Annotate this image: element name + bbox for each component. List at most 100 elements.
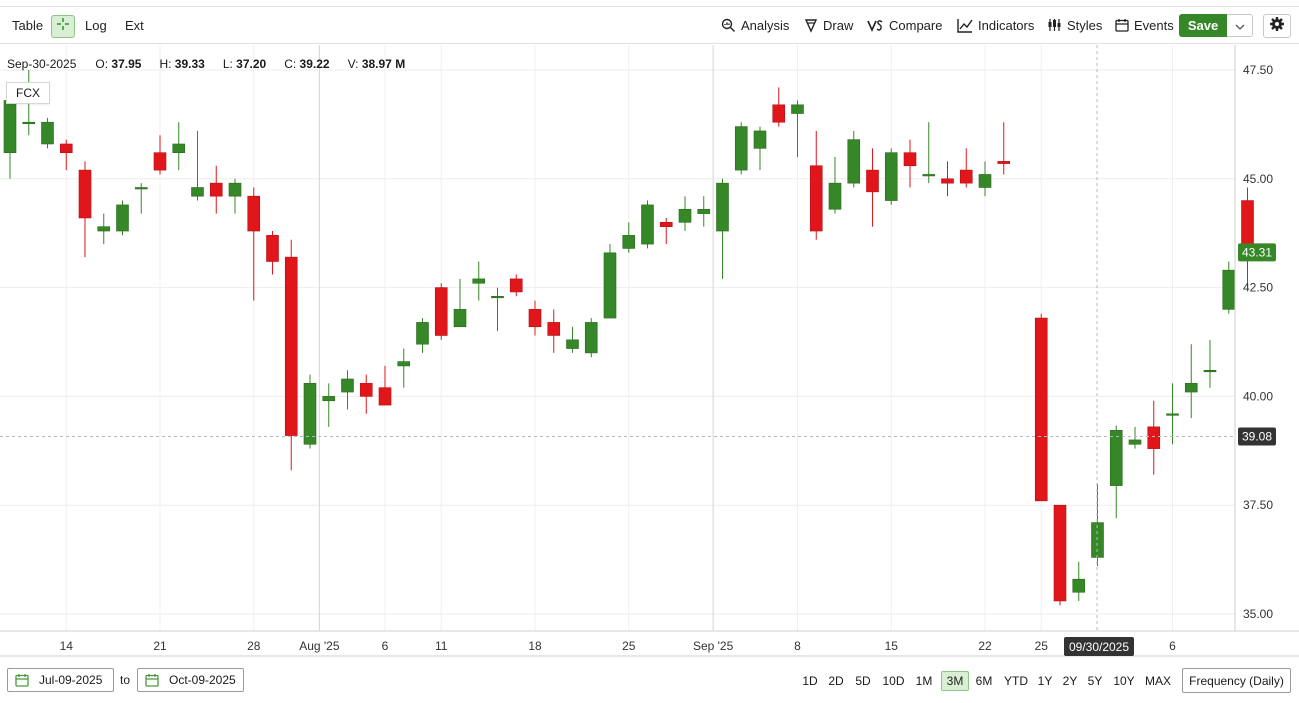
candle-body-up — [1109, 430, 1123, 486]
range-button-2d[interactable]: 2D — [828, 674, 844, 688]
x-tick-label: Sep '25 — [693, 639, 734, 653]
candle-body-down — [1053, 504, 1067, 602]
last-price-tag — [1238, 243, 1276, 262]
ext-toggle[interactable]: Ext — [125, 7, 144, 43]
candle-body-up — [472, 278, 486, 284]
candle-body-down — [528, 309, 542, 328]
x-tick-label: 28 — [247, 639, 261, 653]
legend-low: L: 37.20 — [223, 57, 266, 71]
candle-body-up — [1222, 269, 1236, 310]
high-value: 39.33 — [174, 57, 205, 71]
candle-body-up — [603, 252, 617, 319]
candle-body-down — [509, 278, 523, 293]
y-tick-label: 35.00 — [1243, 607, 1273, 621]
candle-body-up — [172, 143, 186, 153]
range-button-1m[interactable]: 1M — [915, 674, 933, 688]
settings-button[interactable] — [1263, 14, 1291, 38]
save-button[interactable]: Save — [1179, 14, 1227, 37]
range-button-10y[interactable]: 10Y — [1113, 674, 1135, 688]
draw-label: Draw — [823, 17, 854, 33]
save-options-button[interactable] — [1227, 14, 1253, 37]
ohlc-legend: Sep-30-2025 O: 37.95 H: 39.33 L: 37.20 C… — [7, 57, 405, 71]
candle-body-up — [1184, 383, 1198, 393]
indicators-icon — [957, 18, 973, 33]
candle-body-up — [1166, 413, 1179, 416]
to-date-input[interactable]: Oct-09-2025 — [137, 668, 244, 692]
candle-body-up — [566, 339, 579, 349]
candle-body-up — [3, 100, 17, 153]
x-tick-label: 15 — [885, 639, 899, 653]
date-range-bar: Jul-09-2025 to Oct-09-2025 1D 2D 5D 10D 1M 3M… — [0, 658, 1299, 703]
table-toggle[interactable]: Table — [12, 7, 43, 43]
to-label: to — [120, 673, 131, 687]
candle-body-down — [434, 287, 448, 336]
legend-date: Sep-30-2025 — [7, 57, 77, 71]
crosshair-icon — [56, 17, 70, 36]
crosshair-date-label: 09/30/2025 — [1069, 640, 1129, 654]
range-button-3m[interactable]: 3M — [941, 671, 969, 691]
chevron-down-icon — [1235, 17, 1245, 35]
range-button-1d[interactable]: 1D — [802, 674, 818, 688]
from-date-input[interactable]: Jul-09-2025 — [7, 668, 114, 692]
styles-label: Styles — [1067, 17, 1103, 33]
candle-body-up — [322, 396, 336, 402]
symbol-tag[interactable]: FCX — [6, 82, 50, 104]
candle-body-up — [116, 204, 129, 232]
y-tick-label: 37.50 — [1243, 498, 1273, 512]
range-button-ytd[interactable]: YTD — [1004, 674, 1028, 688]
candlestick-series — [3, 70, 1254, 606]
candle-body-up — [678, 208, 692, 223]
candle-body-up — [134, 187, 148, 190]
calendar-icon — [15, 673, 29, 687]
candle-body-up — [453, 309, 467, 328]
candle-body-down — [659, 222, 673, 227]
candle-body-down — [1147, 426, 1161, 449]
indicators-label: Indicators — [978, 17, 1035, 33]
range-button-6m[interactable]: 6M — [975, 674, 993, 688]
candle-body-up — [884, 152, 898, 201]
compare-button[interactable]: Compare — [867, 7, 942, 43]
candle-body-up — [416, 322, 429, 345]
x-tick-label: 21 — [153, 639, 167, 653]
candle-body-down — [247, 195, 261, 232]
candle-body-down — [153, 152, 167, 171]
range-button-10d[interactable]: 10D — [882, 674, 905, 688]
x-tick-label: 14 — [60, 639, 74, 653]
range-button-max[interactable]: MAX — [1144, 674, 1171, 688]
compare-icon — [867, 19, 884, 32]
candle-body-down — [547, 322, 561, 336]
candle-body-up — [1072, 578, 1086, 593]
candle-body-up — [41, 121, 54, 145]
log-toggle[interactable]: Log — [85, 7, 107, 43]
crosshair-price-tag — [1238, 427, 1276, 446]
low-value: 37.20 — [236, 57, 267, 71]
chart-toolbar: Table Log Ext Analysis Draw Compare Indi… — [0, 6, 1299, 44]
candle-body-down — [78, 169, 92, 219]
crosshair-toggle[interactable] — [51, 15, 75, 38]
analysis-label: Analysis — [741, 17, 790, 33]
styles-button[interactable]: Styles — [1047, 7, 1102, 43]
candle-body-up — [228, 182, 242, 197]
candle-body-down — [997, 161, 1011, 164]
legend-open: O: 37.95 — [95, 57, 141, 71]
x-tick-label: 25 — [622, 639, 636, 653]
candle-body-up — [978, 174, 992, 188]
x-tick-label: 6 — [382, 639, 389, 653]
candle-body-down — [59, 143, 73, 153]
indicators-button[interactable]: Indicators — [957, 7, 1034, 43]
draw-button[interactable]: Draw — [804, 7, 853, 43]
candle-body-down — [903, 152, 917, 167]
events-button[interactable]: Events — [1115, 7, 1174, 43]
candle-body-up — [922, 174, 936, 177]
analysis-button[interactable]: Analysis — [721, 7, 789, 43]
range-button-5d[interactable]: 5D — [855, 674, 871, 688]
close-value: 39.22 — [299, 57, 330, 71]
y-tick-label: 45.00 — [1243, 172, 1273, 186]
candle-body-down — [866, 169, 879, 193]
frequency-select[interactable]: Frequency (Daily) — [1182, 668, 1291, 693]
range-button-1y[interactable]: 1Y — [1037, 674, 1053, 688]
candle-body-up — [584, 322, 598, 354]
range-button-2y[interactable]: 2Y — [1062, 674, 1078, 688]
range-button-5y[interactable]: 5Y — [1087, 674, 1103, 688]
price-chart[interactable]: 47.50 45.00 42.50 40.00 37.50 35.00 14 21 28 Aug … — [0, 45, 1299, 657]
